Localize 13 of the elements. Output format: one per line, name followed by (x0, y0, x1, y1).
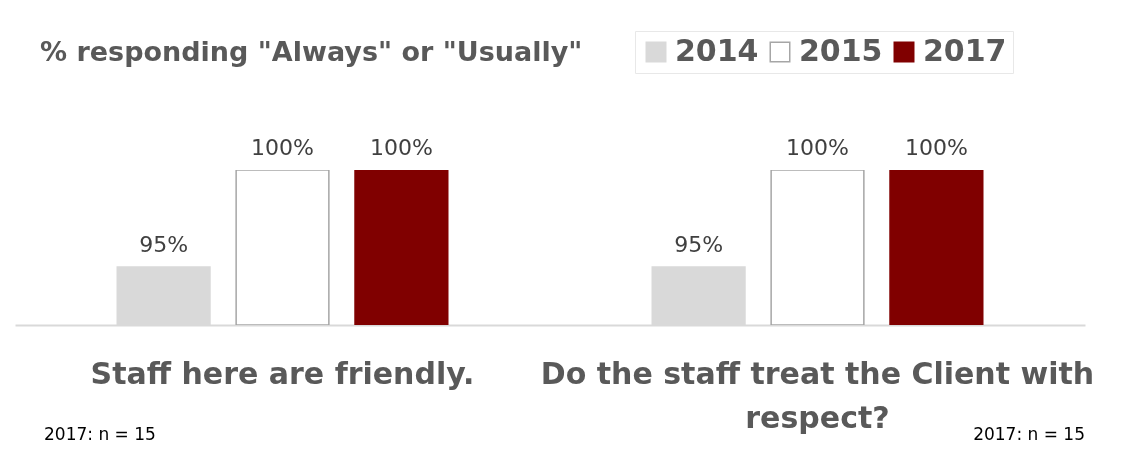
chart-title: % responding "Always" or "Usually" (40, 35, 583, 67)
data-label: 100% (904, 135, 968, 160)
data-label: 100% (251, 135, 314, 160)
x-tick-label: Staff here are friendly. (90, 355, 475, 391)
text: 2017: n = 15 (44, 424, 156, 444)
legend-label: 2015 (799, 33, 883, 68)
data-label: 95% (674, 231, 724, 257)
text: 2017: n = 15 (973, 424, 1085, 444)
legend-label: 2017 (923, 33, 1007, 68)
legend-label: 2014 (675, 33, 759, 68)
data-label: 100% (786, 135, 849, 160)
data-label: 95% (139, 231, 189, 257)
data-label: 100% (369, 135, 433, 160)
